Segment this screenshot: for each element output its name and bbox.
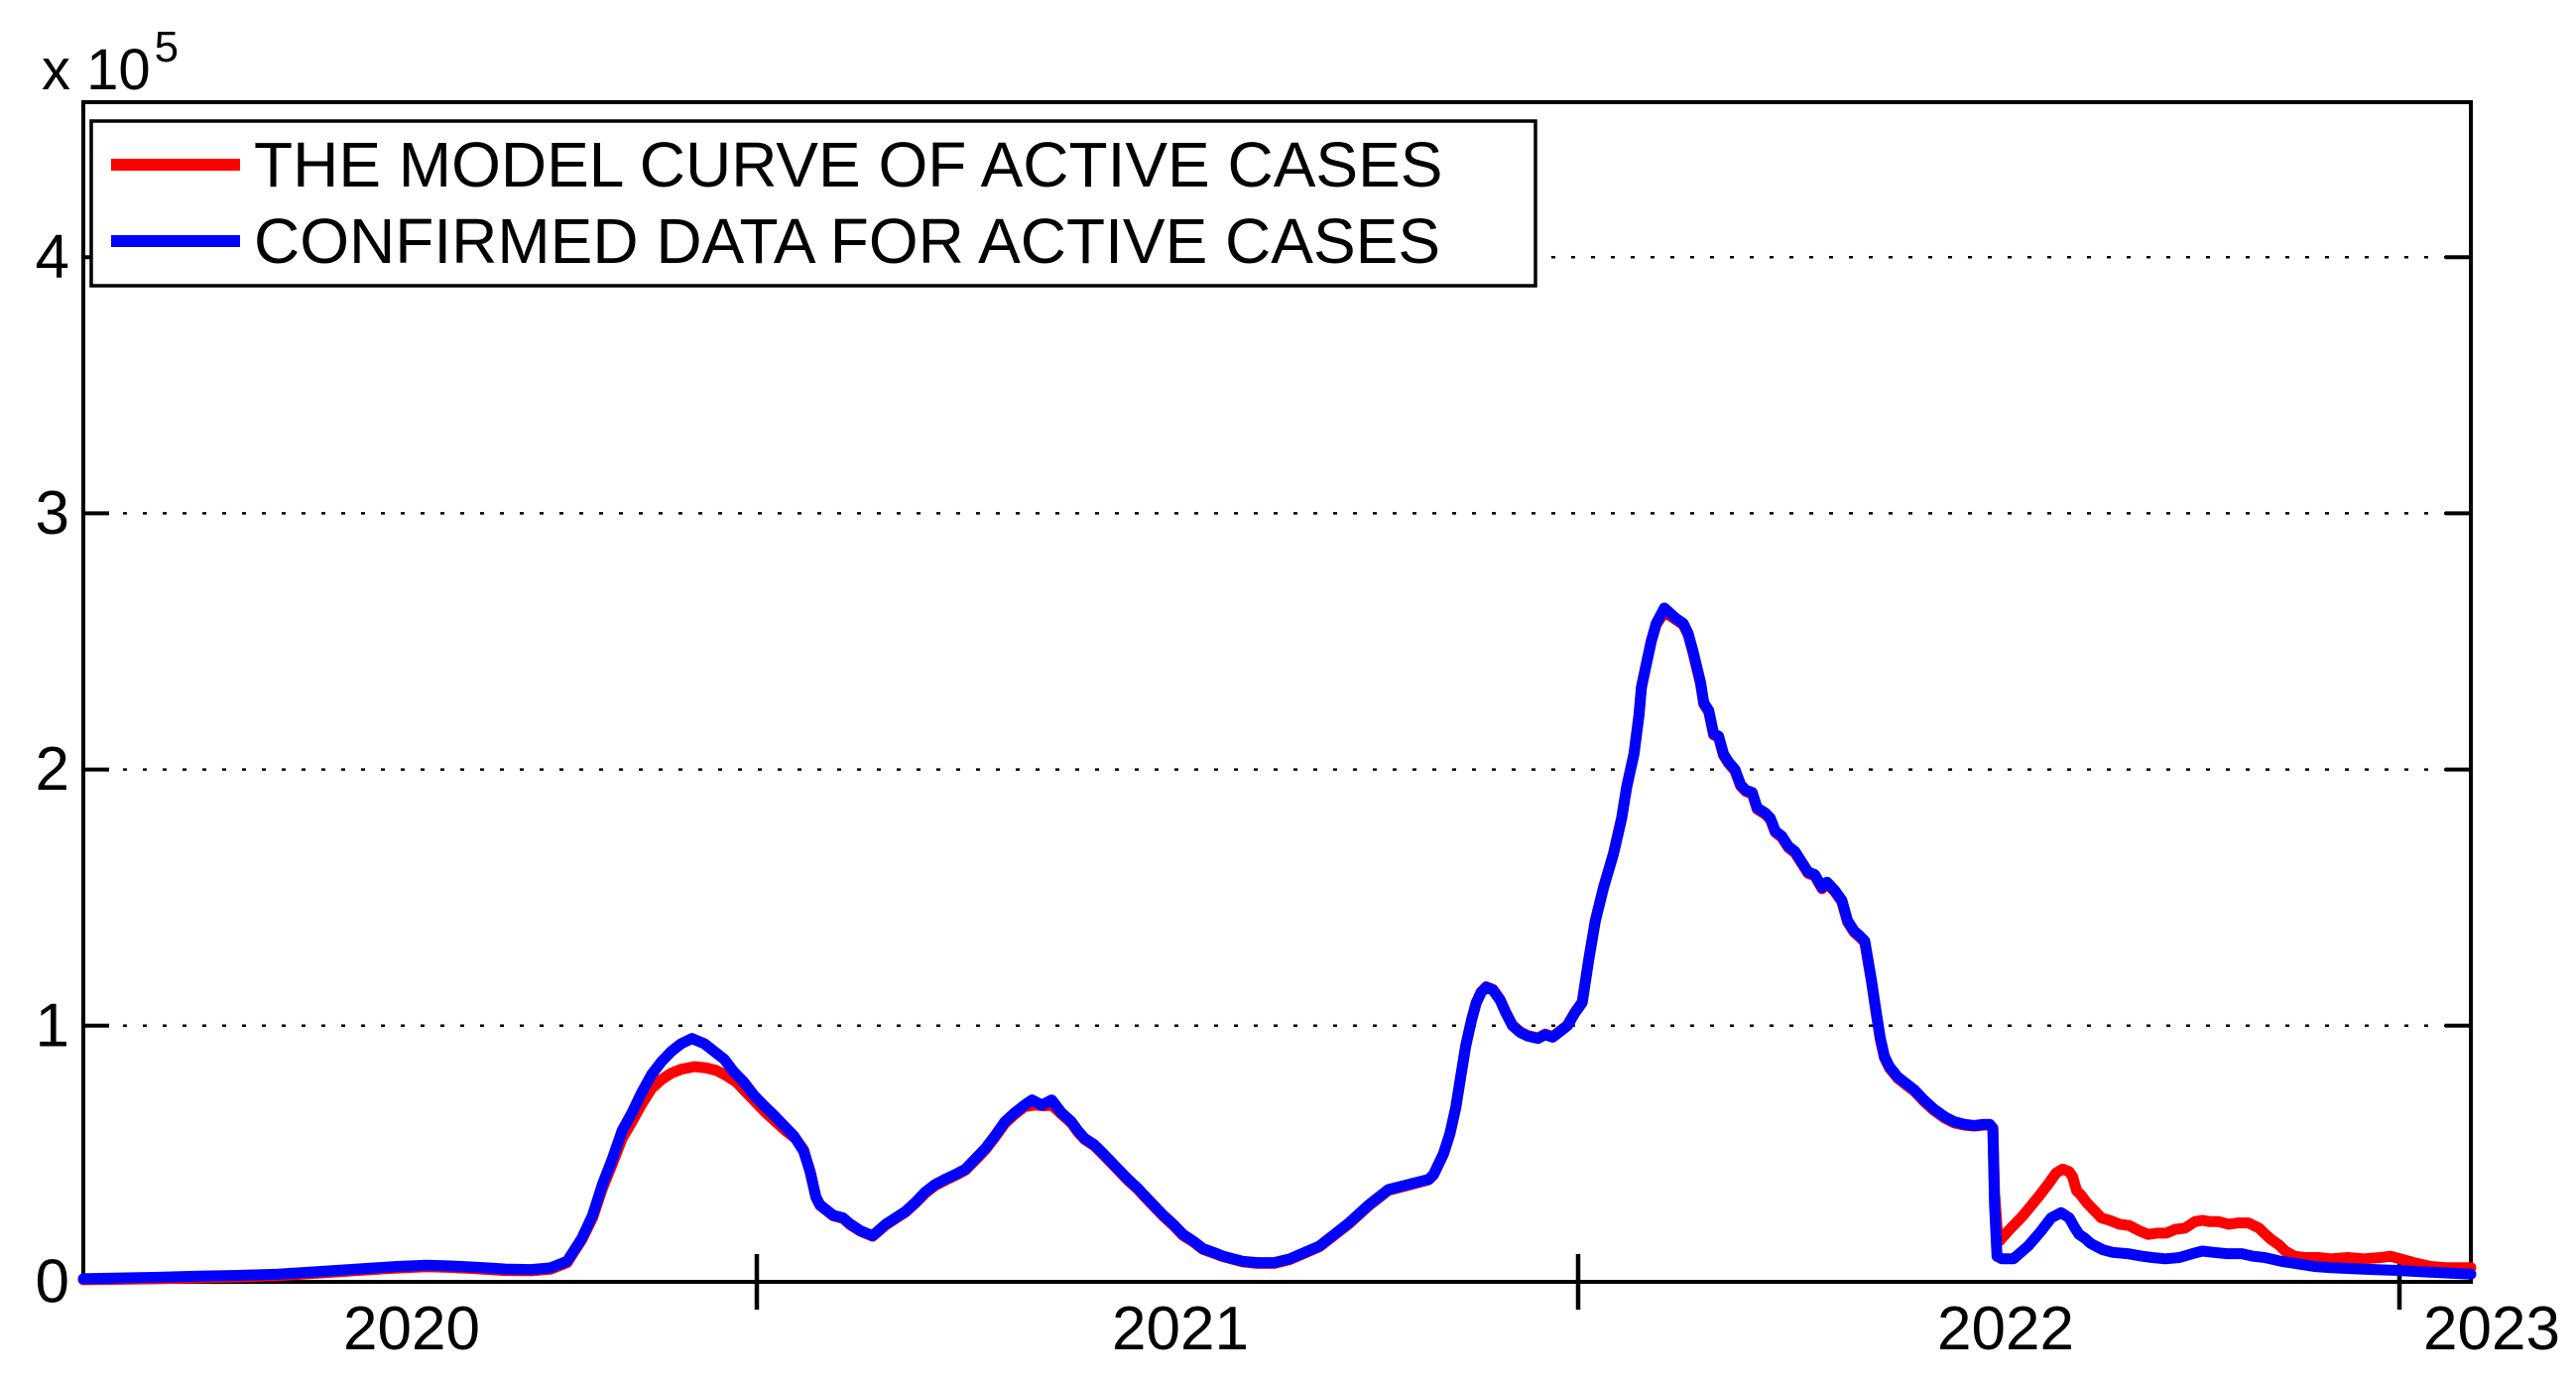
legend-box	[89, 119, 1537, 288]
legend-label-model: THE MODEL CURVE OF ACTIVE CASES	[254, 129, 1442, 200]
data-series	[77, 602, 2477, 1286]
y-tick-label: 4	[36, 223, 69, 292]
y-axis-exponent-label: x 105	[42, 23, 179, 102]
x-tick-label: 2022	[1937, 1295, 2074, 1363]
legend: THE MODEL CURVE OF ACTIVE CASES CONFIRME…	[89, 119, 1537, 288]
axis-ticks	[83, 255, 2471, 1310]
x-tick-label: 2021	[1112, 1295, 1249, 1363]
y-tick-label: 0	[36, 1248, 69, 1317]
y-tick-label: 3	[36, 479, 69, 548]
plot-area-border	[81, 100, 2473, 1284]
gridlines	[83, 255, 2471, 1028]
tick-labels: 0 1 2 3 4 2020 2021 2022 2023	[36, 223, 2560, 1363]
y-tick-label: 2	[36, 735, 69, 804]
x-tick-label: 2023	[2423, 1295, 2560, 1363]
legend-label-confirmed: CONFIRMED DATA FOR ACTIVE CASES	[254, 205, 1440, 277]
y-tick-label: 1	[36, 991, 69, 1060]
x-tick-label: 2020	[343, 1295, 480, 1363]
series-confirmed-data-curve	[77, 602, 2477, 1285]
series-model-curve	[77, 606, 2477, 1286]
